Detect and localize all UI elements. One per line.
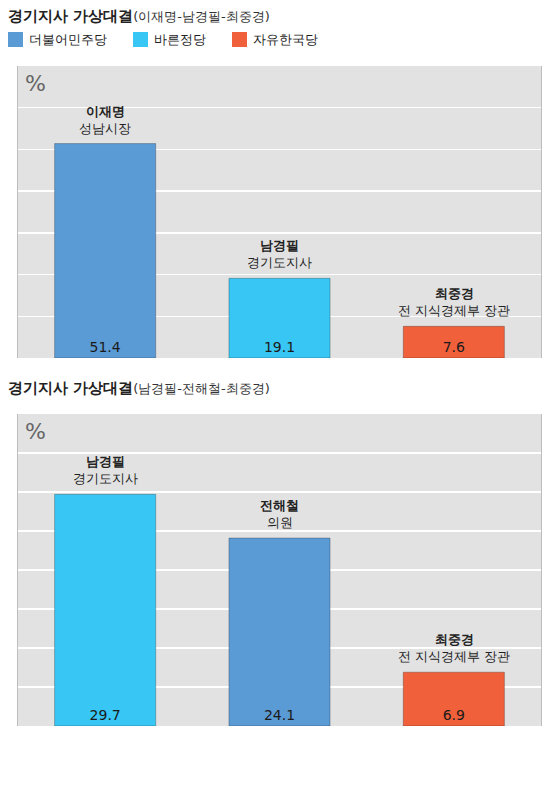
html-text:자유한국당: 자유한국당: [253, 32, 318, 47]
html-text:바른정당: 바른정당: [154, 32, 206, 47]
svg-text:24.1: 24.1: [264, 707, 295, 723]
svg-text:%: %: [25, 71, 46, 96]
svg-text:최중경전 지식경제부 장관: 최중경전 지식경제부 장관: [398, 286, 510, 318]
svg-text:29.7: 29.7: [90, 707, 121, 723]
svg-text:6.9: 6.9: [443, 707, 465, 723]
html-text:더불어민주당: 더불어민주당: [29, 32, 107, 47]
svg-text:남경필경기도지사: 남경필경기도지사: [73, 454, 138, 486]
html-text:경기지사 가상대결(남경필-전해철-최중경): 경기지사 가상대결(남경필-전해철-최중경): [8, 379, 270, 397]
html-text:경기지사 가상대결(이재명-남경필-최중경): 경기지사 가상대결(이재명-남경필-최중경): [8, 7, 270, 25]
svg-text:19.1: 19.1: [264, 339, 295, 355]
svg-text:51.4: 51.4: [90, 339, 121, 355]
svg-text:최중경전 지식경제부 장관: 최중경전 지식경제부 장관: [398, 632, 510, 664]
svg-text:7.6: 7.6: [443, 339, 465, 355]
svg-text:이재명성남시장: 이재명성남시장: [79, 104, 131, 136]
svg-text:전해철의원: 전해철의원: [260, 498, 299, 530]
svg-text:%: %: [25, 419, 46, 444]
svg-text:남경필경기도지사: 남경필경기도지사: [247, 238, 312, 270]
